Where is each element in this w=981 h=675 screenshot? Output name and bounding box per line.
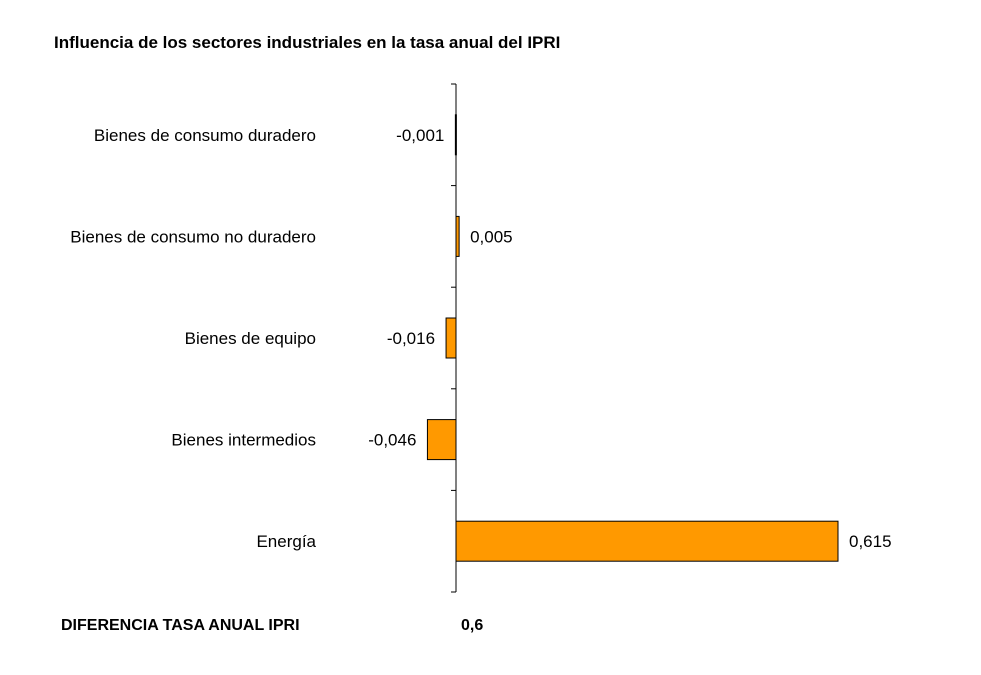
bar xyxy=(455,215,460,257)
category-label: Bienes intermedios xyxy=(171,431,316,450)
category-label: Bienes de consumo duradero xyxy=(94,126,316,145)
category-label: Bienes de consumo no duradero xyxy=(70,227,316,246)
value-label: -0,001 xyxy=(396,126,444,145)
value-label: 0,005 xyxy=(470,227,513,246)
bar xyxy=(426,419,457,461)
value-label: -0,016 xyxy=(387,329,435,348)
bar xyxy=(455,520,839,562)
value-label: 0,615 xyxy=(849,532,892,551)
bar xyxy=(454,114,457,156)
bar xyxy=(445,317,457,359)
total-difference-label: DIFERENCIA TASA ANUAL IPRI xyxy=(61,617,300,634)
total-difference-value: 0,6 xyxy=(461,617,484,634)
chart-title: Influencia de los sectores industriales … xyxy=(54,33,561,52)
value-label: -0,046 xyxy=(368,431,416,450)
category-label: Bienes de equipo xyxy=(185,329,316,348)
category-label: Energía xyxy=(256,532,316,551)
